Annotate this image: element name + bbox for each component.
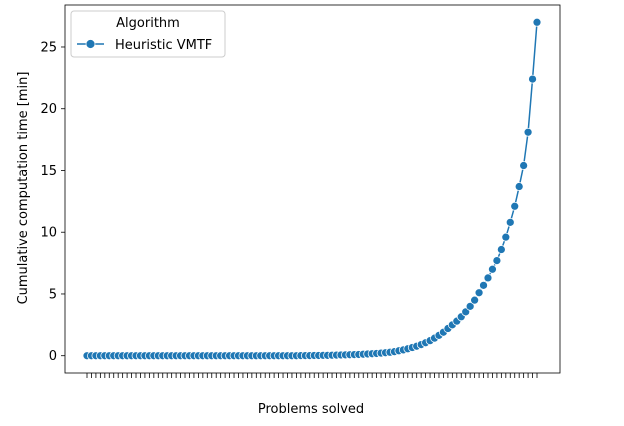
data-point: [496, 245, 506, 254]
legend-frame: [70, 10, 226, 58]
data-point: [523, 127, 533, 137]
series-layer: [82, 17, 542, 361]
data-point: [505, 217, 515, 227]
data-point: [483, 273, 493, 283]
data-point: [474, 288, 484, 298]
x-axis: [86, 373, 538, 378]
plot-area: [64, 4, 561, 374]
data-point: [501, 232, 511, 242]
y-tick-label-15: 15: [40, 164, 57, 179]
legend: Algorithm Heuristic VMTF: [70, 10, 226, 58]
plot-frame: [64, 4, 561, 374]
data-point: [532, 17, 542, 27]
data-point: [514, 182, 524, 191]
y-tick-label-25: 25: [40, 40, 57, 55]
data-point: [528, 74, 537, 84]
data-point: [479, 280, 488, 290]
data-point: [519, 161, 529, 170]
x-axis-title: Problems solved: [258, 402, 364, 417]
data-point: [492, 256, 502, 265]
legend-title: Algorithm: [116, 16, 180, 31]
legend-label-heuristic-vmtf: Heuristic VMTF: [115, 38, 212, 53]
y-tick-label-0: 0: [49, 349, 57, 364]
y-axis: 0 5 10 15 20 25: [40, 40, 65, 364]
y-tick-label-20: 20: [40, 102, 57, 117]
data-point: [510, 201, 520, 211]
data-point: [465, 301, 475, 311]
data-point: [470, 295, 479, 305]
y-tick-label-10: 10: [40, 226, 57, 241]
y-tick-label-5: 5: [49, 287, 57, 302]
data-point: [488, 264, 497, 274]
y-axis-title: Cumulative computation time [min]: [16, 72, 31, 305]
legend-marker-sample: [85, 39, 96, 49]
